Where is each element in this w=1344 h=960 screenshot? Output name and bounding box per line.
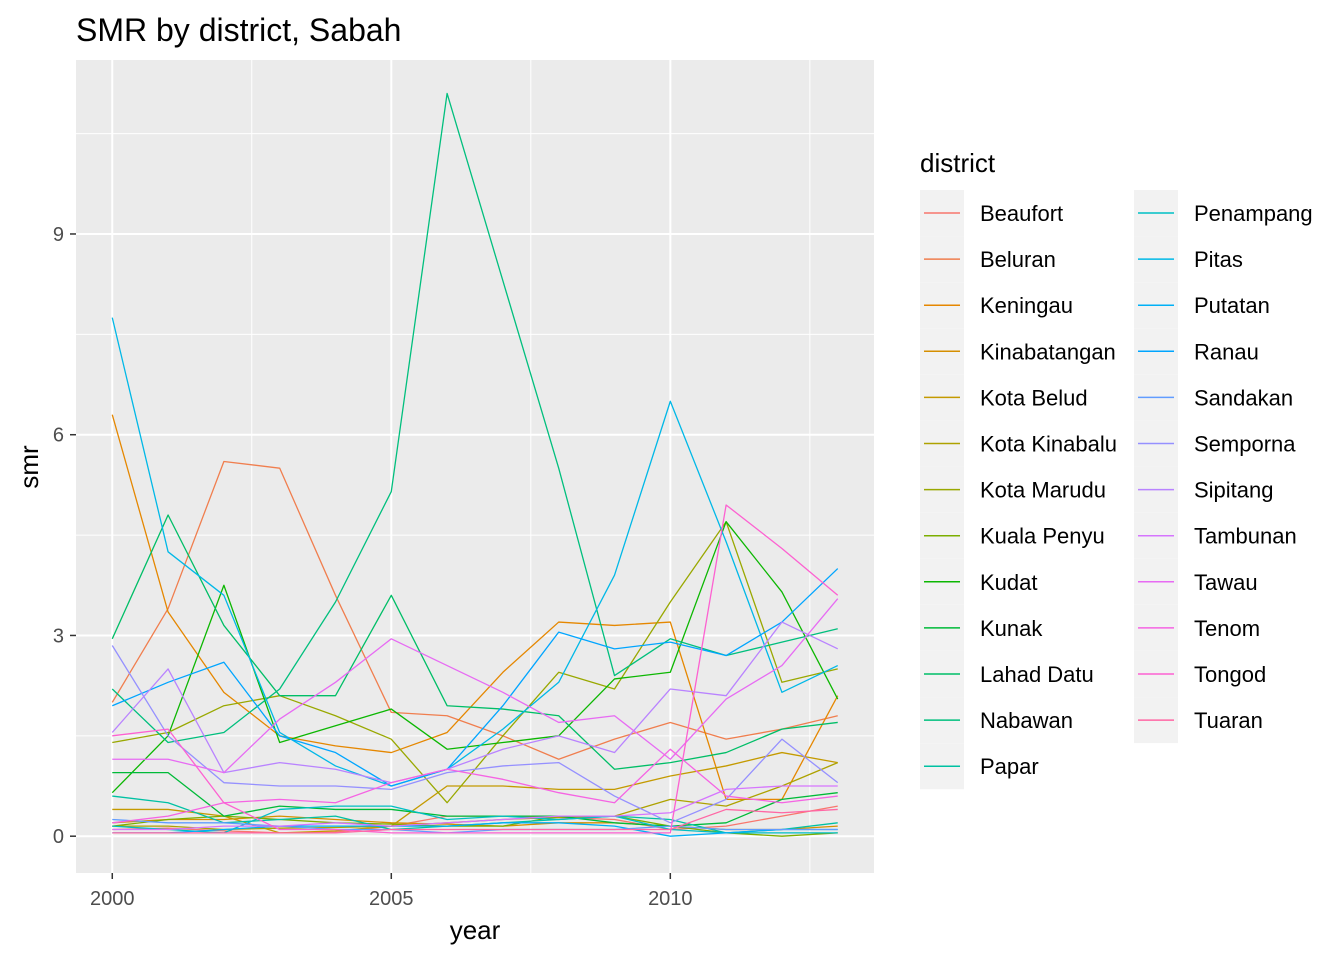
legend-label: Sandakan	[1194, 385, 1293, 410]
x-tick-label: 2005	[369, 888, 414, 910]
legend-label: Tawau	[1194, 570, 1258, 595]
legend-label: Kota Belud	[980, 385, 1088, 410]
x-tick-label: 2000	[90, 888, 135, 910]
legend-label: Tongod	[1194, 662, 1266, 687]
legend-label: Tuaran	[1194, 708, 1263, 733]
series-line	[111, 514, 838, 770]
legend-label: Kota Marudu	[980, 478, 1106, 503]
legend-label: Lahad Datu	[980, 662, 1094, 687]
x-axis-ticks: 2000 2005 2010	[90, 873, 693, 910]
legend-label: Sipitang	[1194, 478, 1274, 503]
series-line	[112, 751, 838, 834]
series-line	[111, 460, 838, 760]
legend-label: Penampang	[1194, 201, 1313, 226]
series-line	[112, 771, 838, 827]
series-line	[111, 317, 839, 787]
y-tick-label: 3	[53, 625, 64, 647]
plot-panel	[76, 60, 874, 873]
series-line	[112, 818, 838, 834]
legend-label: Kuala Penyu	[980, 524, 1105, 549]
y-tick-label: 6	[53, 425, 64, 447]
series-line	[112, 504, 839, 834]
series-line	[112, 785, 838, 831]
y-tick-label: 0	[53, 826, 64, 848]
chart-title: SMR by district, Sabah	[76, 12, 401, 48]
legend-label: Ranau	[1194, 339, 1259, 364]
legend-label: Kudat	[980, 570, 1038, 595]
legend-label: Kinabatangan	[980, 339, 1116, 364]
legend-label: Kunak	[980, 616, 1043, 641]
series-line	[111, 621, 839, 784]
legend-label: Tambunan	[1194, 524, 1297, 549]
legend-label: Keningau	[980, 293, 1073, 318]
major-gridlines	[76, 60, 874, 873]
legend: district Beaufort Beluran Keningau Kinabata…	[920, 148, 1313, 790]
legend-items: Beaufort Beluran Keningau Kinabatangan Kota …	[920, 190, 1313, 790]
series-line	[112, 748, 838, 824]
series-lines	[111, 92, 839, 837]
series-line	[111, 414, 839, 801]
legend-label: Semporna	[1194, 432, 1296, 457]
y-tick-label: 9	[53, 224, 64, 246]
legend-title: district	[920, 148, 996, 178]
series-line	[112, 808, 838, 834]
x-axis-title: year	[450, 915, 501, 945]
series-line	[112, 568, 839, 787]
series-line	[111, 645, 839, 824]
x-tick-label: 2010	[648, 888, 693, 910]
series-line	[111, 521, 839, 794]
legend-label: Papar	[980, 754, 1039, 779]
y-axis-ticks: 0 3 6 9	[53, 224, 76, 848]
y-axis-title: smr	[14, 445, 44, 489]
minor-gridlines	[76, 60, 874, 873]
legend-label: Kota Kinabalu	[980, 432, 1117, 457]
legend-label: Beluran	[980, 247, 1056, 272]
legend-label: Tenom	[1194, 616, 1260, 641]
legend-label: Pitas	[1194, 247, 1243, 272]
legend-label: Beaufort	[980, 201, 1063, 226]
series-line	[112, 822, 838, 837]
legend-label: Nabawan	[980, 708, 1073, 733]
series-line	[112, 598, 839, 774]
legend-label: Putatan	[1194, 293, 1270, 318]
